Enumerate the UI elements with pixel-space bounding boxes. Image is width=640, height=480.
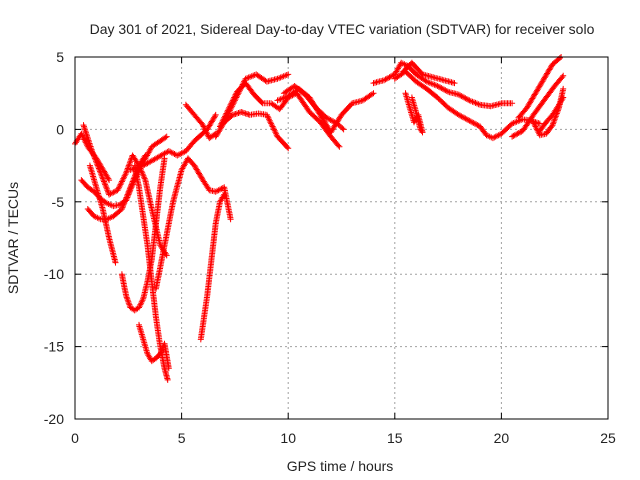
series-track-22 [408,94,426,136]
series-track-20 [400,59,458,87]
data-points [221,71,292,126]
series-track-12 [197,191,228,343]
axis-ticks [74,56,609,420]
series-track-16 [274,85,377,136]
y-tick-label: -15 [44,339,64,355]
data-points [197,191,228,343]
data-points [86,162,119,266]
y-tick-label: -20 [44,411,64,427]
x-tick-label: 25 [600,430,616,446]
x-tick-label: 10 [280,430,296,446]
series-track-18 [370,59,516,110]
plot-frame [74,56,609,420]
data-layer [72,54,567,383]
data-points [153,155,234,292]
data-points [370,59,516,110]
x-tick-label: 15 [387,430,403,446]
x-tick-label: 20 [494,430,510,446]
x-axis-label: GPS time / hours [287,458,394,474]
tick-labels: 0 5 10 15 20 25 5 0 -5 -10 -15 -20 [44,49,616,446]
data-points [408,94,426,136]
data-points [274,85,377,136]
series-track-24 [509,72,567,140]
data-points [127,111,219,173]
y-axis-label: SDTVAR / TECUs [5,182,21,294]
series-track-9 [153,155,234,292]
series-track-23 [515,54,565,121]
series-track-7 [136,321,172,372]
series-track-21 [402,90,426,136]
y-tick-label: -5 [52,194,65,210]
series-track-11 [182,101,219,142]
series-track-10 [127,111,219,173]
data-points [182,101,219,142]
y-tick-label: 0 [56,121,64,137]
data-points [280,83,347,133]
series-track-26 [536,94,567,134]
data-points [136,321,172,372]
series-track-19 [391,68,543,142]
y-tick-label: -10 [44,266,64,282]
x-tick-label: 5 [178,430,186,446]
series-track-5 [86,162,119,266]
y-tick-label: 5 [56,49,64,65]
data-points [391,68,543,142]
series-track-17 [280,83,347,133]
chart-title: Day 301 of 2021, Sidereal Day-to-day VTE… [90,21,595,37]
x-tick-label: 0 [71,430,79,446]
data-points [536,94,567,134]
data-points [400,59,458,87]
series-track-15 [221,71,292,126]
data-points [515,54,565,121]
data-points [402,90,426,136]
data-points [509,72,567,140]
